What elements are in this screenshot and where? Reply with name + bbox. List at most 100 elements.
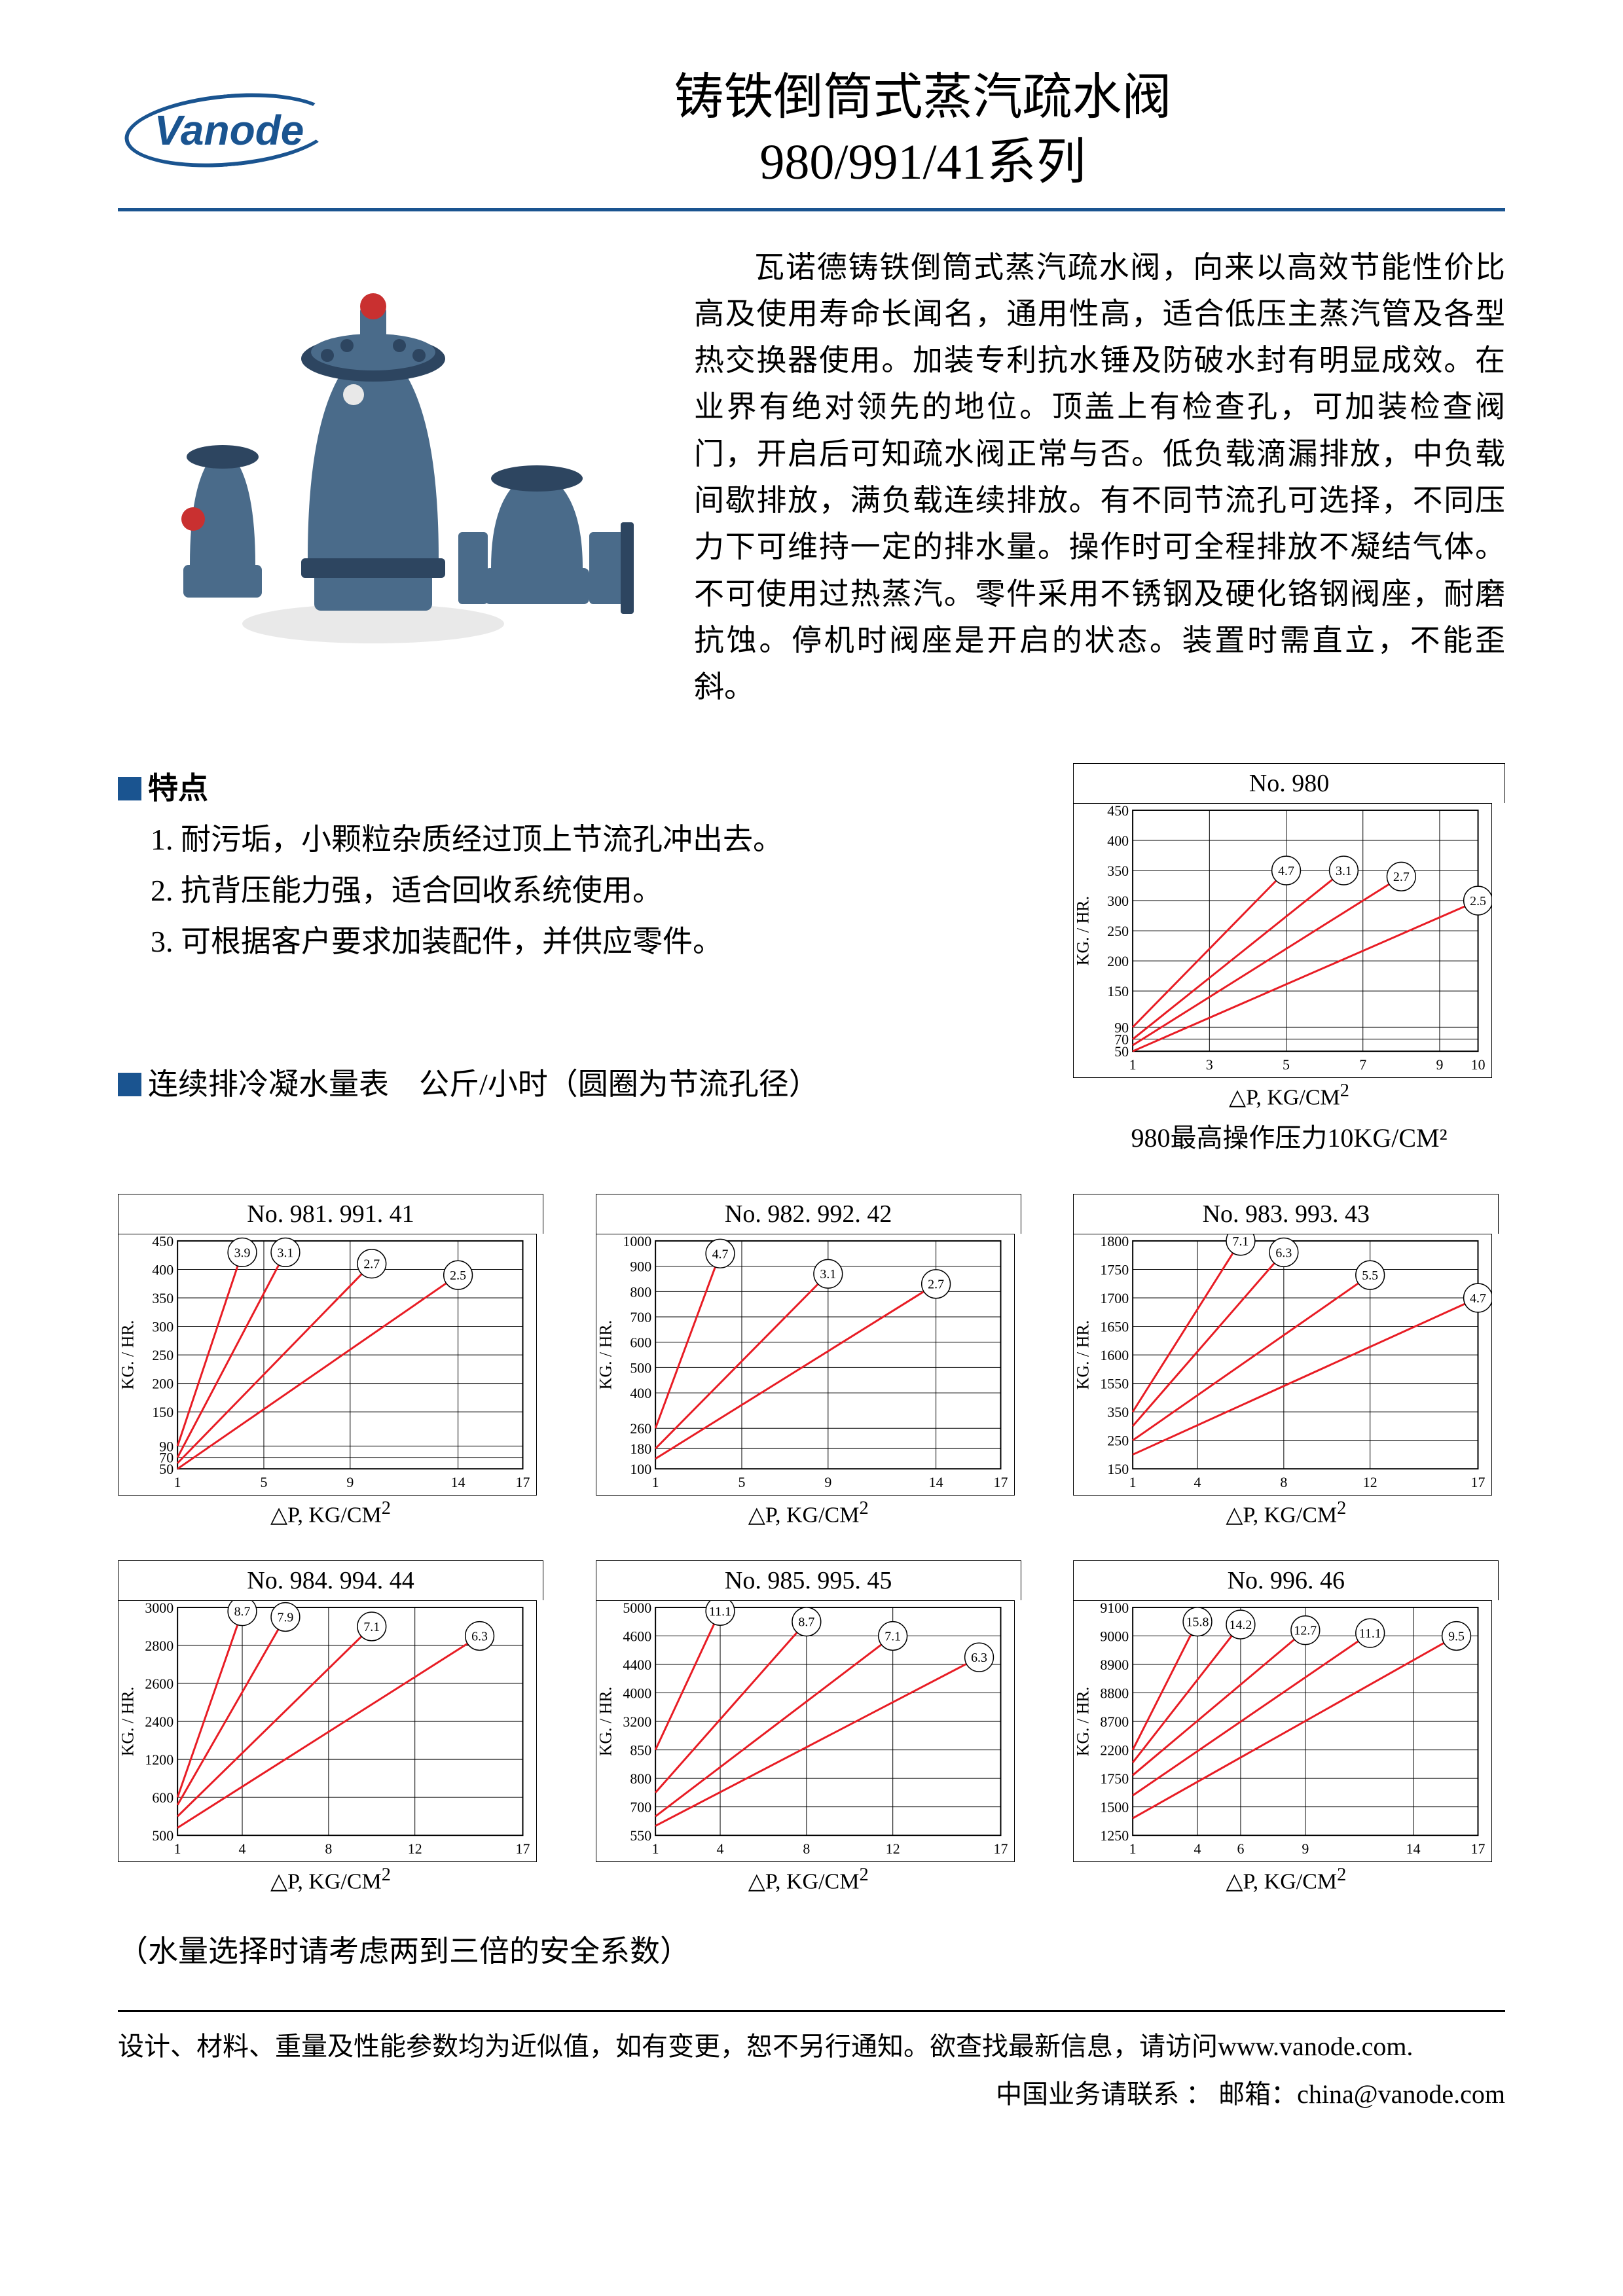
svg-text:1: 1 bbox=[651, 1840, 659, 1857]
svg-text:KG. / HR.: KG. / HR. bbox=[1074, 1320, 1093, 1390]
footer-disclaimer: 设计、材料、重量及性能参数均为近似值，如有变更，恕不另行通知。欲查找最新信息，请… bbox=[118, 2010, 1505, 2063]
svg-text:3.1: 3.1 bbox=[820, 1267, 836, 1282]
product-image bbox=[118, 244, 655, 650]
intro-paragraph: 瓦诺德铸铁倒筒式蒸汽疏水阀，向来以高效节能性价比高及使用寿命长闻名，通用性高，适… bbox=[694, 244, 1505, 711]
svg-text:400: 400 bbox=[152, 1261, 173, 1278]
svg-text:8800: 8800 bbox=[1101, 1685, 1129, 1702]
chart-xlabel: △P, KG/CM2 bbox=[596, 1865, 1021, 1894]
svg-text:850: 850 bbox=[630, 1742, 651, 1759]
svg-text:2.7: 2.7 bbox=[1393, 870, 1410, 884]
svg-text:700: 700 bbox=[630, 1309, 651, 1325]
svg-text:3000: 3000 bbox=[145, 1600, 173, 1616]
svg-text:2.5: 2.5 bbox=[450, 1268, 466, 1283]
svg-text:11.1: 11.1 bbox=[709, 1605, 731, 1619]
chart-title: No. 981. 991. 41 bbox=[118, 1194, 543, 1234]
svg-text:1750: 1750 bbox=[1101, 1261, 1129, 1278]
title-line-1: 铸铁倒筒式蒸汽疏水阀 bbox=[340, 65, 1505, 130]
svg-text:150: 150 bbox=[152, 1404, 173, 1420]
svg-text:800: 800 bbox=[630, 1283, 651, 1300]
svg-text:250: 250 bbox=[1108, 1433, 1129, 1449]
svg-text:2400: 2400 bbox=[145, 1713, 173, 1730]
svg-text:KG. / HR.: KG. / HR. bbox=[596, 1320, 615, 1390]
svg-text:17: 17 bbox=[516, 1474, 530, 1490]
svg-text:17: 17 bbox=[516, 1840, 530, 1857]
svg-text:4.7: 4.7 bbox=[1278, 864, 1294, 878]
svg-text:1500: 1500 bbox=[1101, 1799, 1129, 1816]
svg-text:2.7: 2.7 bbox=[928, 1278, 944, 1292]
svg-text:2.7: 2.7 bbox=[363, 1257, 380, 1272]
svg-text:5: 5 bbox=[1283, 1056, 1290, 1073]
svg-text:90: 90 bbox=[159, 1438, 173, 1454]
svg-text:7.9: 7.9 bbox=[278, 1611, 294, 1625]
svg-text:7.1: 7.1 bbox=[363, 1620, 380, 1634]
svg-text:450: 450 bbox=[152, 1234, 173, 1249]
svg-text:12: 12 bbox=[1363, 1474, 1377, 1490]
svg-text:5000: 5000 bbox=[623, 1600, 651, 1616]
svg-text:180: 180 bbox=[630, 1441, 651, 1457]
feature-item: 3. 可根据客户要求加装配件，并供应零件。 bbox=[151, 916, 1047, 967]
svg-text:8: 8 bbox=[803, 1840, 810, 1857]
svg-text:1700: 1700 bbox=[1101, 1290, 1129, 1306]
svg-text:90: 90 bbox=[1114, 1019, 1129, 1035]
svg-text:1600: 1600 bbox=[1101, 1347, 1129, 1363]
svg-text:4: 4 bbox=[239, 1840, 246, 1857]
svg-text:1: 1 bbox=[174, 1840, 181, 1857]
chart-title: No. 982. 992. 42 bbox=[596, 1194, 1021, 1234]
svg-text:12: 12 bbox=[408, 1840, 422, 1857]
svg-text:2.5: 2.5 bbox=[1470, 894, 1486, 908]
page-title-block: 铸铁倒筒式蒸汽疏水阀 980/991/41系列 bbox=[340, 65, 1505, 195]
svg-text:550: 550 bbox=[630, 1827, 651, 1844]
svg-text:17: 17 bbox=[1471, 1840, 1486, 1857]
chart-caption: 980最高操作压力10KG/CM² bbox=[1073, 1117, 1505, 1155]
feature-item: 1. 耐污垢，小颗粒杂质经过顶上节流孔冲出去。 bbox=[151, 814, 1047, 865]
svg-text:1: 1 bbox=[1129, 1056, 1137, 1073]
svg-text:8.7: 8.7 bbox=[798, 1615, 814, 1630]
square-bullet-icon bbox=[118, 1073, 141, 1096]
svg-text:KG. / HR.: KG. / HR. bbox=[118, 1687, 137, 1756]
svg-text:14.2: 14.2 bbox=[1230, 1618, 1252, 1632]
svg-text:8: 8 bbox=[1281, 1474, 1288, 1490]
svg-text:400: 400 bbox=[1107, 833, 1129, 849]
svg-text:350: 350 bbox=[1108, 1404, 1129, 1420]
chart-980: No. 980507090150200250300350400450135791… bbox=[1073, 763, 1505, 1155]
chart-title: No. 985. 995. 45 bbox=[596, 1560, 1021, 1600]
svg-text:1750: 1750 bbox=[1101, 1770, 1129, 1787]
svg-text:8: 8 bbox=[325, 1840, 332, 1857]
svg-text:300: 300 bbox=[152, 1318, 173, 1335]
svg-text:500: 500 bbox=[152, 1827, 173, 1844]
svg-text:700: 700 bbox=[630, 1799, 651, 1816]
svg-text:9: 9 bbox=[824, 1474, 831, 1490]
svg-text:3.1: 3.1 bbox=[278, 1246, 294, 1260]
svg-text:4600: 4600 bbox=[623, 1628, 651, 1645]
svg-text:3: 3 bbox=[1206, 1056, 1213, 1073]
svg-text:800: 800 bbox=[630, 1770, 651, 1787]
chart-xlabel: △P, KG/CM2 bbox=[118, 1865, 543, 1894]
features-block: 特点 1. 耐污垢，小颗粒杂质经过顶上节流孔冲出去。 2. 抗背压能力强，适合回… bbox=[118, 763, 1047, 1117]
square-bullet-icon bbox=[118, 777, 141, 800]
svg-text:4: 4 bbox=[716, 1840, 723, 1857]
svg-text:900: 900 bbox=[630, 1258, 651, 1274]
chart-xlabel: △P, KG/CM2 bbox=[1073, 1498, 1499, 1528]
chart-xlabel: △P, KG/CM2 bbox=[1073, 1081, 1505, 1110]
svg-text:200: 200 bbox=[152, 1375, 173, 1391]
svg-text:5: 5 bbox=[738, 1474, 745, 1490]
svg-text:500: 500 bbox=[630, 1359, 651, 1376]
chart-xlabel: △P, KG/CM2 bbox=[1073, 1865, 1499, 1894]
svg-text:2200: 2200 bbox=[1101, 1742, 1129, 1759]
chart-xlabel: △P, KG/CM2 bbox=[596, 1498, 1021, 1528]
svg-text:11.1: 11.1 bbox=[1359, 1626, 1381, 1641]
svg-text:17: 17 bbox=[993, 1840, 1008, 1857]
svg-text:9.5: 9.5 bbox=[1448, 1630, 1465, 1644]
svg-text:8900: 8900 bbox=[1101, 1657, 1129, 1673]
svg-text:1: 1 bbox=[651, 1474, 659, 1490]
chart-title: No. 980 bbox=[1073, 763, 1505, 803]
svg-text:17: 17 bbox=[1471, 1474, 1486, 1490]
svg-text:KG. / HR.: KG. / HR. bbox=[1074, 1687, 1093, 1756]
chart-title: No. 984. 994. 44 bbox=[118, 1560, 543, 1600]
svg-text:6.3: 6.3 bbox=[1276, 1246, 1292, 1260]
svg-text:8700: 8700 bbox=[1101, 1713, 1129, 1730]
svg-text:1: 1 bbox=[1129, 1474, 1137, 1490]
svg-text:4: 4 bbox=[1194, 1474, 1201, 1490]
chart-box: No. 996. 4612501500175022008700880089009… bbox=[1073, 1560, 1499, 1894]
svg-text:KG. / HR.: KG. / HR. bbox=[1073, 895, 1092, 965]
